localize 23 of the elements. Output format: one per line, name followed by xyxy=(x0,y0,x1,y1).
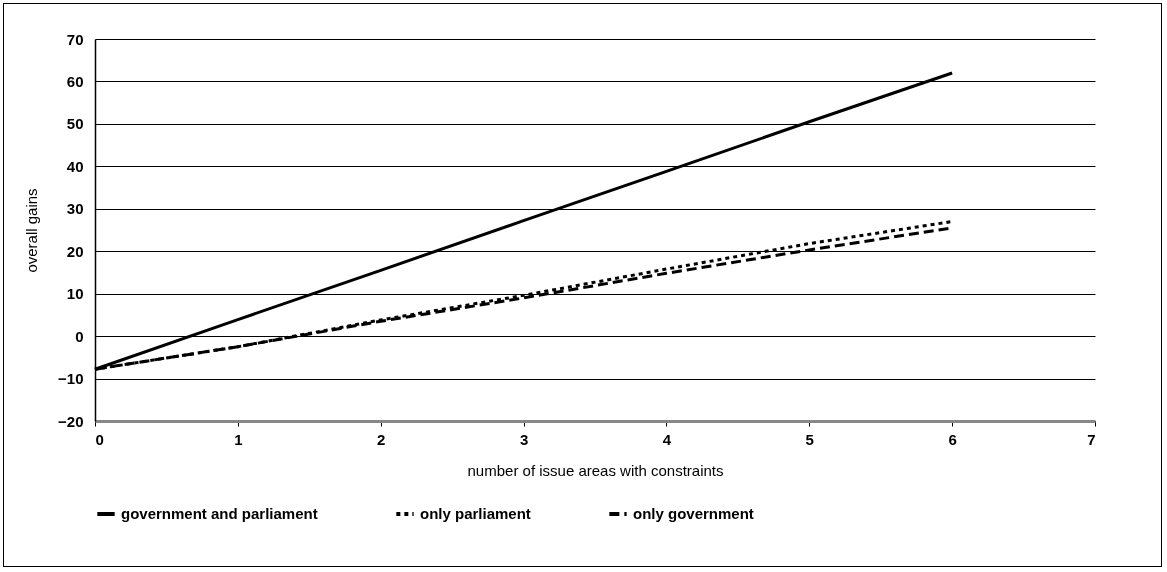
y-tick-label: 30 xyxy=(66,200,84,218)
y-tick-label: −10 xyxy=(58,370,84,388)
x-axis-title: number of issue areas with constraints xyxy=(467,461,724,479)
y-tick-label: 10 xyxy=(66,285,84,303)
x-tick-label: 6 xyxy=(948,430,957,448)
y-tick-label: −20 xyxy=(58,412,84,430)
x-tick-label: 0 xyxy=(95,430,104,448)
x-tick-label: 2 xyxy=(377,430,386,448)
y-tick-label: 50 xyxy=(66,115,84,133)
y-axis-title: overall gains xyxy=(23,188,41,273)
x-tick-label: 5 xyxy=(805,430,814,448)
x-tick-label: 1 xyxy=(234,430,243,448)
legend-label: only parliament xyxy=(420,505,531,522)
y-tick-label: 70 xyxy=(66,30,84,48)
x-tick-label: 4 xyxy=(662,430,672,448)
y-tick-label: 60 xyxy=(66,72,84,90)
x-tick-label: 7 xyxy=(1087,430,1096,448)
legend-label: only government xyxy=(633,505,754,522)
y-tick-label: 20 xyxy=(66,242,84,260)
y-tick-label: 0 xyxy=(75,327,84,345)
x-tick-label: 3 xyxy=(519,430,529,448)
legend-label: government and parliament xyxy=(121,505,318,522)
y-tick-label: 40 xyxy=(66,157,84,175)
